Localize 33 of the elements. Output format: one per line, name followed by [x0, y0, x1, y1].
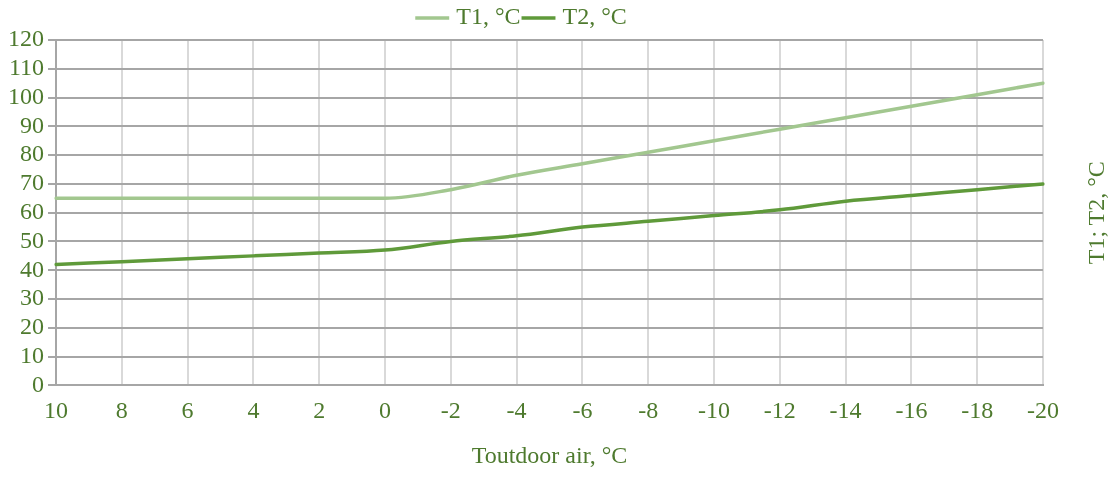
x-tick-label: -8: [638, 397, 659, 424]
x-tick-label: 2: [313, 397, 326, 424]
x-tick-label: 8: [115, 397, 128, 424]
legend-label: T1, °C: [456, 3, 521, 30]
x-tick-label: -18: [961, 397, 994, 424]
x-tick-label: 10: [44, 397, 68, 424]
x-tick-label: 4: [247, 397, 260, 424]
x-tick-label: -14: [829, 397, 862, 424]
y-tick-label: 70: [20, 169, 44, 196]
x-tick-label: -2: [440, 397, 461, 424]
y-tick-label: 110: [8, 54, 44, 81]
x-axis-title: Toutdoor air, °C: [471, 441, 628, 468]
x-tick-label: -4: [506, 397, 527, 424]
y-tick-label: 60: [20, 198, 44, 224]
y-tick-label: 120: [8, 25, 44, 52]
y-tick-label: 80: [20, 140, 44, 167]
x-tick-label: -10: [698, 397, 730, 424]
legend-label: T2, °C: [562, 3, 627, 30]
y-tick-label: 100: [8, 82, 44, 109]
y-tick-label: 20: [20, 313, 44, 340]
x-tick-label: -6: [572, 397, 593, 424]
y-tick-label: 40: [20, 255, 44, 282]
x-tick-label: 6: [181, 397, 194, 424]
y-tick-label: 0: [32, 370, 44, 397]
x-tick-label: -20: [1027, 397, 1059, 424]
y-tick-label: 90: [20, 111, 44, 138]
y-tick-label: 10: [20, 341, 44, 368]
y-axis-title: T1; T2, °C: [1083, 161, 1110, 265]
y-tick-label: 30: [20, 284, 44, 311]
x-tick-label: 0: [379, 397, 391, 424]
y-tick-label: 50: [20, 226, 44, 253]
x-tick-label: -16: [895, 397, 928, 424]
x-tick-label: -12: [763, 397, 796, 424]
